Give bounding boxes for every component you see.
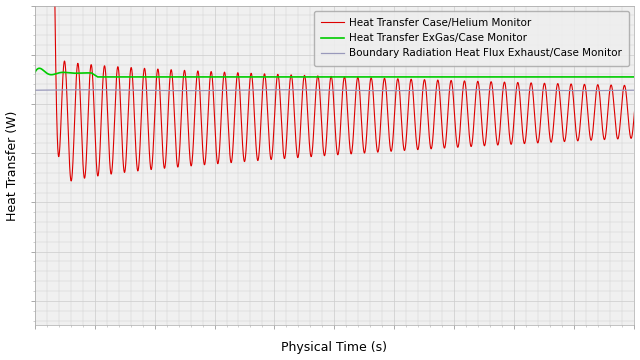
Heat Transfer ExGas/Case Monitor [61,70,68,75]
Heat Transfer ExGas/Case Monitor [412,75,420,79]
Heat Transfer ExGas/Case Monitor [31,71,38,75]
Boundary Radiation Heat Flux Exhaust/Case Monitor [61,88,68,92]
Heat Transfer ExGas/Case Monitor [248,75,256,79]
Boundary Radiation Heat Flux Exhaust/Case Monitor [248,88,255,92]
Boundary Radiation Heat Flux Exhaust/Case Monitor [508,88,515,92]
Heat Transfer Case/Helium Monitor [61,59,68,64]
Heat Transfer Case/Helium Monitor [508,142,515,146]
Boundary Radiation Heat Flux Exhaust/Case Monitor [31,88,38,93]
Boundary Radiation Heat Flux Exhaust/Case Monitor [381,89,388,93]
Heat Transfer Case/Helium Monitor [630,110,638,114]
Heat Transfer Case/Helium Monitor [67,179,75,183]
Heat Transfer ExGas/Case Monitor [630,75,638,79]
Heat Transfer Case/Helium Monitor [476,88,483,93]
Heat Transfer ExGas/Case Monitor [386,75,394,79]
Heat Transfer ExGas/Case Monitor [35,66,43,71]
Heat Transfer Case/Helium Monitor [412,133,420,138]
Boundary Radiation Heat Flux Exhaust/Case Monitor [476,88,483,92]
Boundary Radiation Heat Flux Exhaust/Case Monitor [281,87,289,92]
Y-axis label: Heat Transfer (W): Heat Transfer (W) [6,110,19,221]
Line: Heat Transfer ExGas/Case Monitor: Heat Transfer ExGas/Case Monitor [35,68,634,77]
Boundary Radiation Heat Flux Exhaust/Case Monitor [412,88,420,93]
Heat Transfer Case/Helium Monitor [386,140,394,145]
Line: Boundary Radiation Heat Flux Exhaust/Case Monitor: Boundary Radiation Heat Flux Exhaust/Cas… [35,90,634,91]
Line: Heat Transfer Case/Helium Monitor: Heat Transfer Case/Helium Monitor [35,0,634,181]
X-axis label: Physical Time (s): Physical Time (s) [282,341,387,355]
Boundary Radiation Heat Flux Exhaust/Case Monitor [386,89,394,93]
Heat Transfer ExGas/Case Monitor [508,75,515,79]
Legend: Heat Transfer Case/Helium Monitor, Heat Transfer ExGas/Case Monitor, Boundary Ra: Heat Transfer Case/Helium Monitor, Heat … [314,11,629,66]
Heat Transfer Case/Helium Monitor [248,73,256,78]
Heat Transfer ExGas/Case Monitor [476,75,483,79]
Heat Transfer ExGas/Case Monitor [93,75,101,79]
Boundary Radiation Heat Flux Exhaust/Case Monitor [630,88,638,93]
